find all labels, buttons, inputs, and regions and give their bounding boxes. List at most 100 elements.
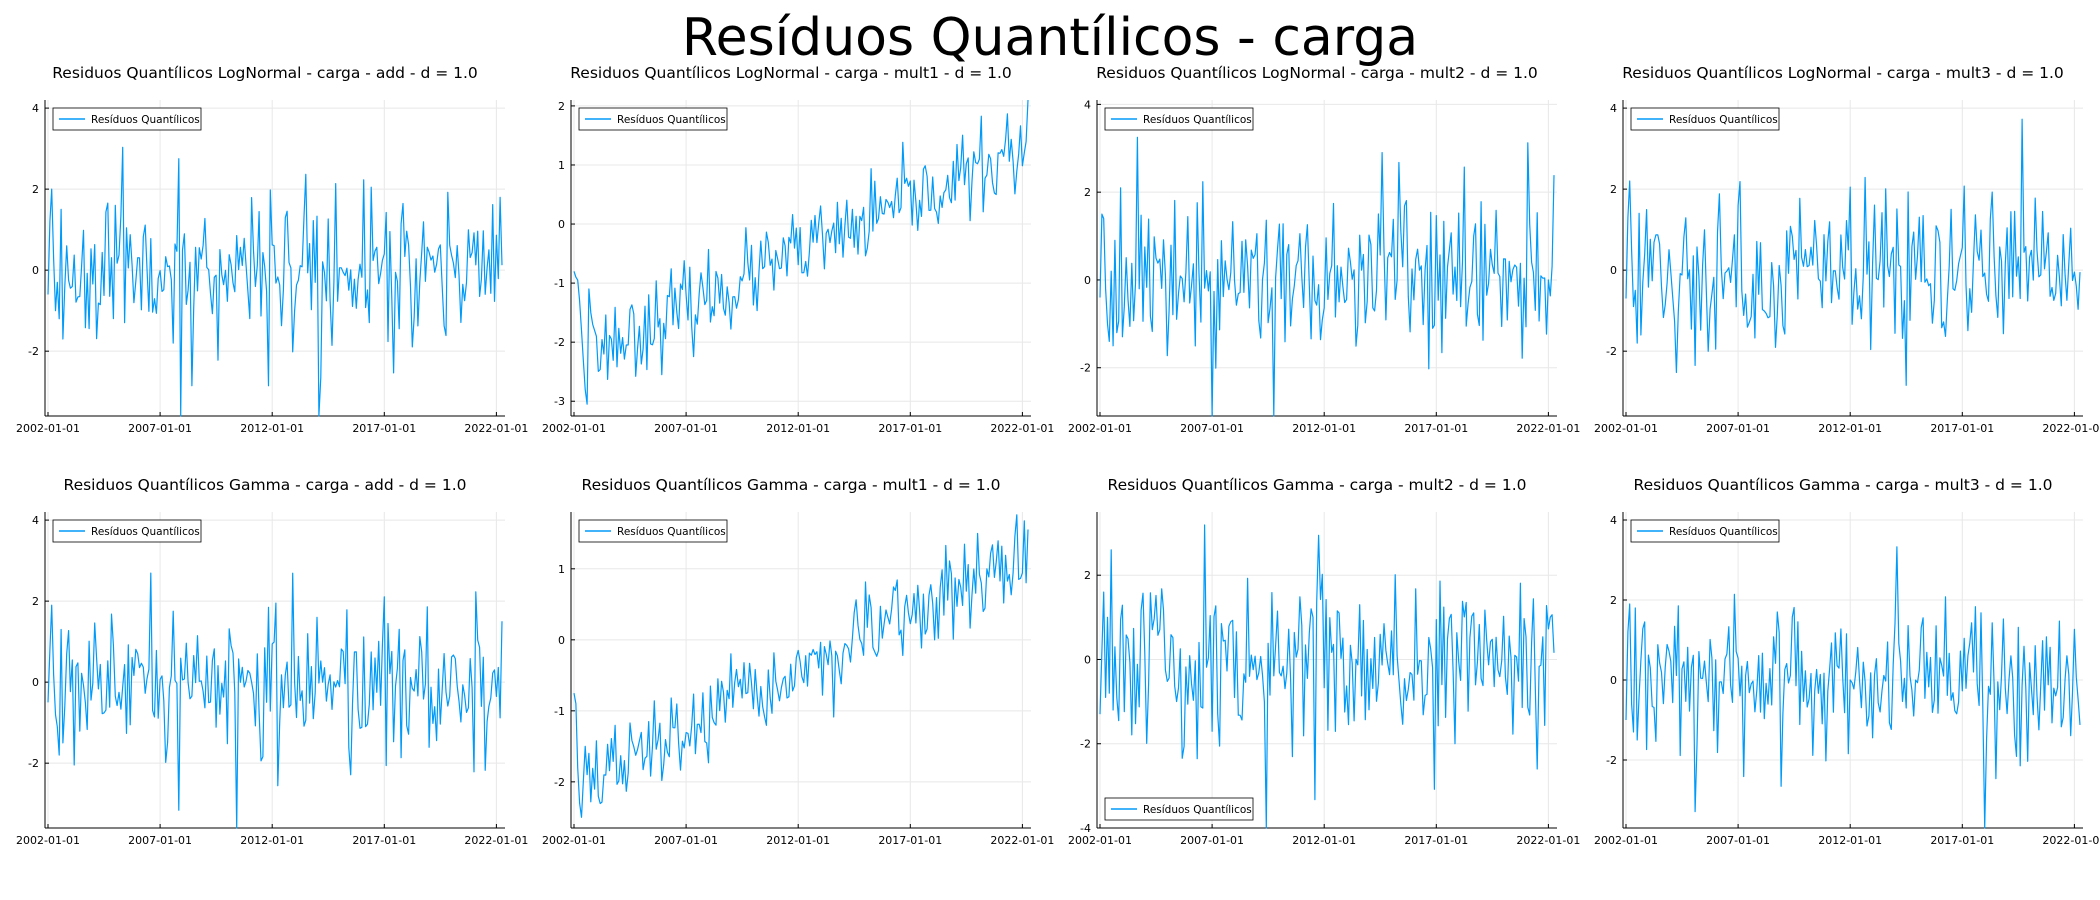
- subplot-title: Residuos Quantílicos LogNormal - carga -…: [52, 64, 478, 82]
- subplot-title: Residuos Quantílicos Gamma - carga - add…: [64, 476, 467, 494]
- y-tick-label: -3: [554, 395, 565, 408]
- y-tick-label: 0: [558, 634, 565, 647]
- x-tick-label: 2022-01-01: [990, 834, 1054, 847]
- series-line: [47, 146, 503, 417]
- series-line: [47, 572, 503, 829]
- x-tick-label: 2012-01-01: [1292, 422, 1356, 435]
- series-line: [1625, 546, 2081, 829]
- legend-label: Resíduos Quantílicos: [1669, 114, 1778, 126]
- x-tick-label: 2017-01-01: [878, 834, 942, 847]
- y-tick-label: -2: [28, 757, 39, 770]
- y-tick-label: -2: [1080, 738, 1091, 751]
- x-tick-label: 2007-01-01: [128, 422, 192, 435]
- series-line: [1625, 118, 2081, 386]
- x-tick-label: 2007-01-01: [1706, 422, 1770, 435]
- x-tick-label: 2017-01-01: [352, 834, 416, 847]
- y-tick-label: -2: [28, 345, 39, 358]
- y-tick-label: 2: [32, 595, 39, 608]
- y-tick-label: 2: [558, 100, 565, 113]
- y-tick-label: -2: [1606, 345, 1617, 358]
- y-tick-label: 2: [1084, 569, 1091, 582]
- x-tick-label: 2017-01-01: [352, 422, 416, 435]
- legend-label: Resíduos Quantílicos: [91, 114, 200, 126]
- x-tick-label: 2017-01-01: [1930, 422, 1994, 435]
- figure-title: Resíduos Quantílicos - carga: [681, 8, 1419, 68]
- x-tick-label: 2022-01-01: [1516, 834, 1580, 847]
- y-tick-label: -2: [554, 776, 565, 789]
- x-tick-label: 2002-01-01: [1594, 834, 1658, 847]
- x-tick-label: 2007-01-01: [128, 834, 192, 847]
- y-tick-label: 0: [1610, 674, 1617, 687]
- x-tick-label: 2017-01-01: [1930, 834, 1994, 847]
- x-tick-label: 2017-01-01: [1404, 834, 1468, 847]
- y-tick-label: -2: [1606, 754, 1617, 767]
- legend-label: Resíduos Quantílicos: [91, 526, 200, 538]
- x-tick-label: 2007-01-01: [1706, 834, 1770, 847]
- x-tick-label: 2002-01-01: [1068, 834, 1132, 847]
- y-tick-label: 0: [1610, 264, 1617, 277]
- x-tick-label: 2022-01-01: [2042, 834, 2100, 847]
- x-tick-label: 2012-01-01: [1818, 422, 1882, 435]
- legend-box: [52, 107, 202, 131]
- y-tick-label: 4: [1084, 98, 1091, 111]
- y-tick-label: -1: [554, 705, 565, 718]
- y-tick-label: 4: [1610, 102, 1617, 115]
- x-tick-label: 2012-01-01: [1292, 834, 1356, 847]
- y-tick-label: 2: [1084, 186, 1091, 199]
- legend-box: [1104, 797, 1254, 821]
- legend-label: Resíduos Quantílicos: [617, 114, 726, 126]
- y-tick-label: 2: [32, 183, 39, 196]
- legend-box: [1104, 107, 1254, 131]
- legend-label: Resíduos Quantílicos: [1143, 114, 1252, 126]
- subplot-title: Residuos Quantílicos Gamma - carga - mul…: [1634, 476, 2053, 494]
- x-tick-label: 2002-01-01: [1594, 422, 1658, 435]
- series-line: [1099, 136, 1555, 417]
- legend-box: [578, 519, 728, 543]
- x-tick-label: 2002-01-01: [16, 422, 80, 435]
- y-tick-label: 2: [1610, 183, 1617, 196]
- y-tick-label: 0: [1084, 653, 1091, 666]
- x-tick-label: 2002-01-01: [542, 422, 606, 435]
- x-tick-label: 2022-01-01: [1516, 422, 1580, 435]
- y-tick-label: 4: [1610, 514, 1617, 527]
- legend-label: Resíduos Quantílicos: [617, 526, 726, 538]
- subplot-title: Residuos Quantílicos LogNormal - carga -…: [1096, 64, 1538, 82]
- y-tick-label: 2: [1610, 594, 1617, 607]
- x-tick-label: 2007-01-01: [1180, 422, 1244, 435]
- x-tick-label: 2002-01-01: [542, 834, 606, 847]
- x-tick-label: 2002-01-01: [16, 834, 80, 847]
- x-tick-label: 2012-01-01: [766, 834, 830, 847]
- y-tick-label: 0: [32, 264, 39, 277]
- y-tick-label: 4: [32, 514, 39, 527]
- series-line: [573, 99, 1029, 405]
- x-tick-label: 2002-01-01: [1068, 422, 1132, 435]
- x-tick-label: 2012-01-01: [240, 834, 304, 847]
- y-tick-label: 0: [1084, 274, 1091, 287]
- y-tick-label: -2: [1080, 362, 1091, 375]
- legend-box: [1630, 107, 1780, 131]
- x-tick-label: 2022-01-01: [990, 422, 1054, 435]
- subplot-title: Residuos Quantílicos LogNormal - carga -…: [1622, 64, 2064, 82]
- legend-box: [52, 519, 202, 543]
- series-line: [1099, 524, 1555, 829]
- subplot-title: Residuos Quantílicos Gamma - carga - mul…: [582, 476, 1001, 494]
- x-tick-label: 2022-01-01: [464, 422, 528, 435]
- subplot-title: Residuos Quantílicos Gamma - carga - mul…: [1108, 476, 1527, 494]
- x-tick-label: 2012-01-01: [240, 422, 304, 435]
- subplot-title: Residuos Quantílicos LogNormal - carga -…: [570, 64, 1012, 82]
- y-tick-label: -2: [554, 336, 565, 349]
- legend-label: Resíduos Quantílicos: [1669, 526, 1778, 538]
- x-tick-label: 2012-01-01: [1818, 834, 1882, 847]
- y-tick-label: 4: [32, 102, 39, 115]
- legend-box: [1630, 519, 1780, 543]
- legend-box: [578, 107, 728, 131]
- y-tick-label: 1: [558, 563, 565, 576]
- x-tick-label: 2007-01-01: [654, 422, 718, 435]
